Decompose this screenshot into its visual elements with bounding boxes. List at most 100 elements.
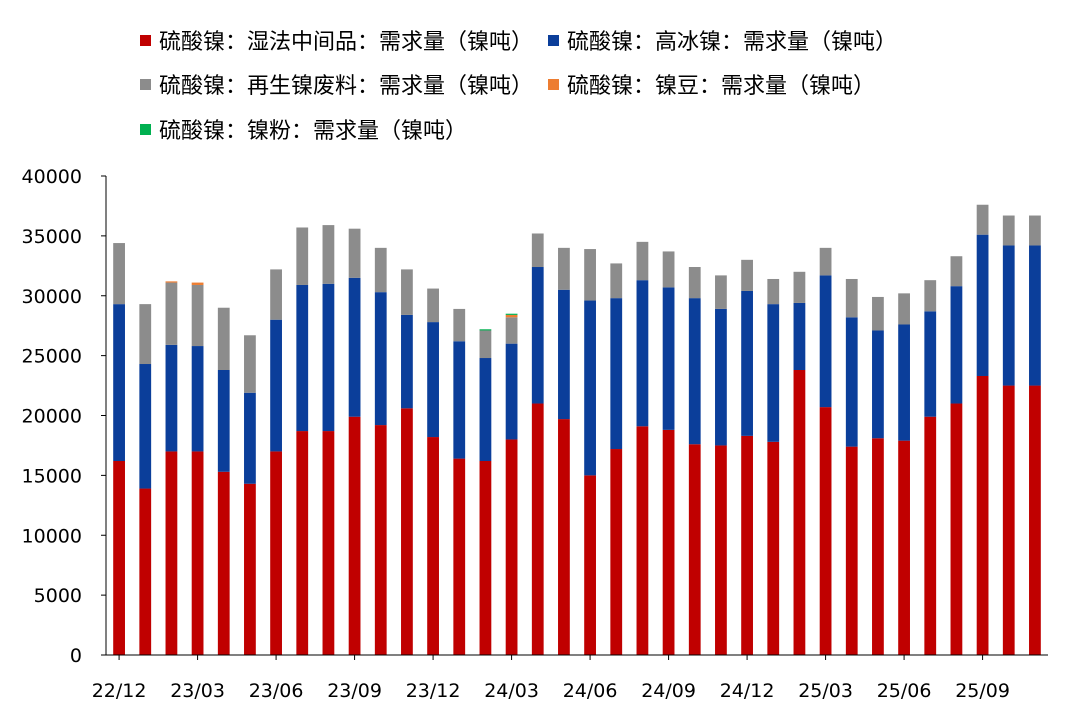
bar-segment-s2-c15 [505, 317, 518, 344]
bar-segment-s2-c4 [217, 307, 230, 370]
x-tick-label-18: 24/06 [563, 680, 618, 702]
legend-label: 硫酸镍：再生镍废料：需求量（镍吨） [159, 74, 534, 99]
bar-segment-s0-c12 [427, 437, 439, 655]
bar-segment-s1-c10 [374, 292, 387, 426]
bar-segment-s0-c23 [715, 445, 727, 655]
bar-segment-s1-c21 [662, 287, 675, 430]
bar-segment-s2-c11 [401, 269, 413, 315]
bar-segment-s2-c24 [741, 259, 753, 291]
bar-segment-s2-c35 [1029, 215, 1041, 246]
legend-swatch-orange [548, 78, 559, 90]
bar-segment-s0-c7 [296, 431, 309, 655]
bar-segment-s0-c25 [767, 441, 780, 655]
bar-segment-s0-c21 [662, 429, 675, 655]
bar-segment-s1-c30 [898, 324, 910, 441]
bar-segment-s2-c31 [924, 280, 937, 312]
bar-segment-s0-c8 [322, 431, 335, 655]
bar-segment-s0-c0 [113, 461, 125, 655]
bar-segment-s1-c19 [610, 298, 623, 450]
x-tick-label-9: 23/09 [327, 680, 382, 702]
bar-segment-s2-c14 [479, 330, 492, 359]
legend: 硫酸镍：湿法中间品：需求量（镍吨） 硫酸镍：高冰镍：需求量（镍吨） 硫酸镍：再生… [0, 0, 1080, 160]
bar-segment-s2-c20 [636, 241, 649, 281]
bar-segment-s0-c13 [453, 458, 466, 655]
bar-segment-s1-c22 [688, 298, 701, 445]
bar-segment-s1-c26 [793, 302, 806, 370]
bar-segment-s1-c24 [741, 290, 753, 436]
bar-segment-s2-c29 [872, 296, 884, 331]
bar-segment-s1-c25 [767, 304, 780, 442]
bar-segment-s2-c27 [819, 247, 832, 276]
legend-swatch-red [140, 34, 151, 46]
bar-segment-s2-c32 [950, 256, 963, 287]
bar-segment-s2-c33 [976, 204, 989, 235]
bar-segment-s0-c2 [165, 451, 178, 655]
bar-segment-s2-c22 [688, 267, 701, 299]
bar-segment-s2-c25 [767, 278, 780, 305]
y-tick-label-15000: 15000 [22, 465, 82, 487]
y-tick-label-0: 0 [70, 645, 82, 667]
x-tick-label-3: 23/03 [170, 680, 225, 702]
bar-segment-s3-c15 [505, 314, 518, 318]
bar-segment-s1-c33 [976, 234, 989, 376]
bar-segment-s1-c7 [296, 284, 309, 432]
bar-segment-s2-c18 [584, 249, 596, 301]
bar-segment-s1-c14 [479, 358, 492, 462]
bars-layer [113, 204, 1041, 656]
bar-segment-s3-c3 [191, 282, 204, 285]
bar-segment-s0-c16 [531, 403, 544, 655]
bar-segment-s3-c2 [165, 281, 178, 283]
legend-item-nickel-beans: 硫酸镍：镍豆：需求量（镍吨） [548, 68, 875, 100]
bar-segment-s0-c17 [558, 419, 570, 655]
bar-segment-s0-c19 [610, 449, 623, 655]
bar-segment-s1-c4 [217, 370, 230, 472]
legend-item-high-matte: 硫酸镍：高冰镍：需求量（镍吨） [548, 24, 897, 56]
bar-segment-s1-c2 [165, 344, 178, 452]
legend-swatch-blue [548, 34, 559, 46]
bar-segment-s2-c23 [715, 275, 727, 309]
bar-segment-s2-c1 [139, 304, 152, 365]
y-tick-label-35000: 35000 [22, 226, 82, 248]
bar-segment-s0-c5 [244, 483, 256, 655]
bar-segment-s1-c27 [819, 275, 832, 408]
x-tick-label-0: 22/12 [92, 680, 147, 702]
bar-segment-s2-c8 [322, 225, 335, 284]
bar-segment-s0-c30 [898, 440, 910, 655]
bar-segment-s2-c19 [610, 263, 623, 299]
y-tick-label-10000: 10000 [22, 525, 82, 547]
bar-segment-s1-c3 [191, 346, 204, 452]
bar-segment-s1-c23 [715, 308, 727, 446]
bar-segment-s0-c24 [741, 435, 753, 655]
bar-segment-s2-c21 [662, 251, 675, 288]
bar-segment-s0-c34 [1002, 385, 1015, 655]
bar-segment-s0-c18 [584, 475, 596, 656]
x-tick-label-30: 25/06 [877, 680, 932, 702]
bar-segment-s0-c31 [924, 416, 937, 655]
y-tick-label-40000: 40000 [22, 166, 82, 188]
bar-segment-s0-c35 [1029, 385, 1041, 655]
legend-item-nickel-powder: 硫酸镍：镍粉：需求量（镍吨） [140, 113, 467, 145]
bar-segment-s2-c28 [845, 278, 858, 318]
bar-segment-s0-c4 [217, 471, 230, 655]
bar-segment-s1-c11 [401, 314, 413, 409]
axes-layer: 0 5000 10000 15000 20000 25000 30000 35000 40000… [22, 166, 1048, 702]
legend-swatch-gray [140, 78, 151, 90]
bar-segment-s1-c34 [1002, 245, 1015, 386]
bar-segment-s1-c32 [950, 286, 963, 404]
bar-segment-s2-c26 [793, 271, 806, 303]
bar-segment-s1-c29 [872, 330, 884, 439]
x-tick-label-33: 25/09 [955, 680, 1010, 702]
bar-segment-s0-c11 [401, 408, 413, 655]
bar-segment-s2-c17 [558, 247, 570, 290]
x-tick-label-24: 24/12 [720, 680, 775, 702]
bar-segment-s0-c9 [348, 416, 361, 655]
legend-label: 硫酸镍：镍豆：需求量（镍吨） [567, 74, 876, 99]
bar-segment-s0-c10 [374, 425, 387, 655]
bar-segment-s1-c20 [636, 280, 649, 427]
bar-segment-s0-c22 [688, 444, 701, 655]
bar-segment-s2-c0 [113, 243, 125, 305]
x-tick-label-27: 25/03 [798, 680, 853, 702]
bar-segment-s2-c16 [531, 233, 544, 268]
bar-segment-s1-c13 [453, 341, 466, 459]
